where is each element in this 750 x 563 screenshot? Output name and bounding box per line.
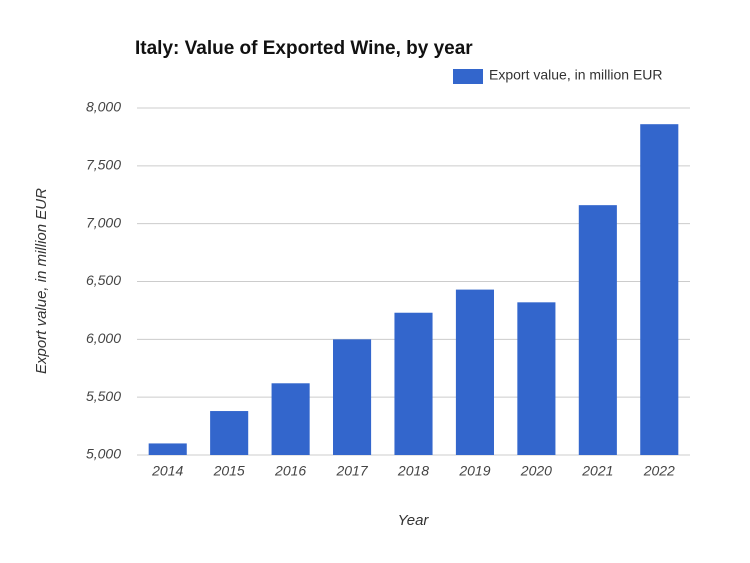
x-axis-label: Year [398,512,430,529]
x-tick-label: 2019 [458,463,490,479]
y-tick-label: 6,500 [86,272,121,288]
bar [394,312,433,455]
x-tick-label: 2017 [335,463,368,479]
chart-title: Italy: Value of Exported Wine, by year [135,38,473,59]
y-tick-label: 6,000 [86,330,121,346]
x-tick-label: 2021 [581,463,613,479]
y-tick-label: 5,000 [86,446,121,462]
bar [210,411,249,455]
bar [333,339,372,455]
y-tick-label: 5,500 [86,388,121,404]
y-tick-label: 8,000 [86,99,121,115]
y-tick-label: 7,000 [86,214,121,230]
x-tick-label: 2022 [643,463,675,479]
bar [517,302,556,455]
x-tick-label: 2018 [397,463,429,479]
bar [455,289,494,455]
y-tick-label: 7,500 [86,157,121,173]
y-axis-label: Export value, in million EUR [33,188,50,374]
bar [578,205,617,455]
legend-label: Export value, in million EUR [489,67,663,83]
x-tick-label: 2020 [520,463,552,479]
legend-swatch [453,69,483,84]
x-tick-label: 2016 [274,463,306,479]
x-tick-label: 2014 [151,463,183,479]
bar [148,443,187,455]
bar [271,383,310,455]
bar [640,124,679,456]
x-tick-label: 2015 [213,463,245,479]
